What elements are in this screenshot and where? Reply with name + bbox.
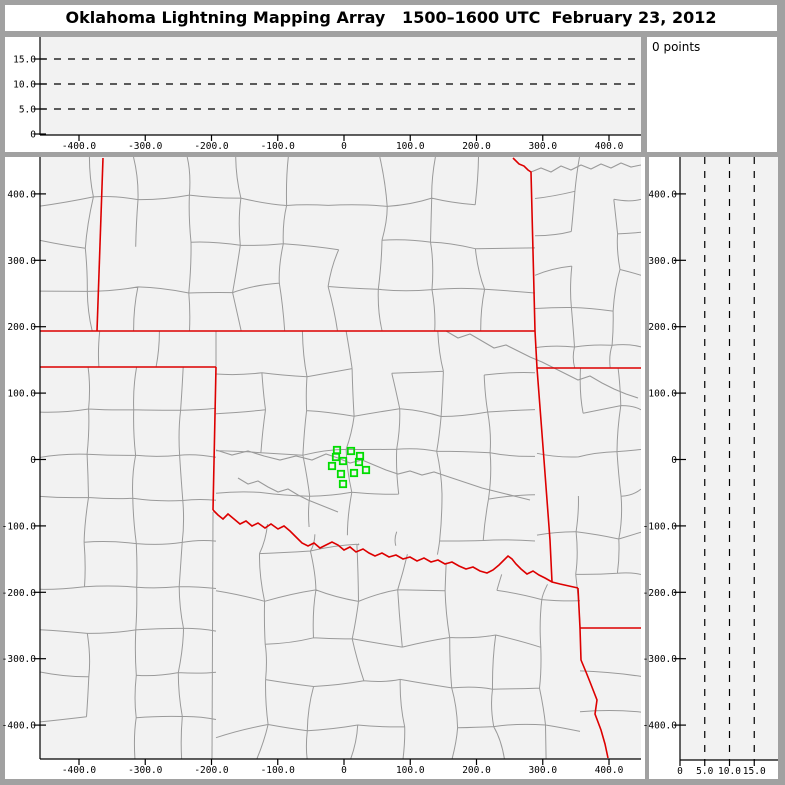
- axis-tick-label: 300.0: [648, 256, 677, 267]
- axis-tick-label: 15.0: [743, 766, 766, 777]
- axis-tick-label: 400.0: [648, 189, 677, 200]
- axis-tick-label: 100.0: [396, 141, 425, 152]
- river-line: [237, 477, 339, 513]
- axis-tick-label: 0: [671, 455, 677, 466]
- axis-tick-label: 300.0: [528, 765, 557, 776]
- axis-tick-label: -100.0: [261, 765, 296, 776]
- axis-tick-label: 10.0: [13, 80, 36, 91]
- lma-station-marker: [336, 469, 346, 479]
- county-borders: [40, 157, 641, 759]
- axis-tick-label: 400.0: [595, 765, 624, 776]
- axis-tick-label: 5.0: [696, 766, 713, 777]
- state-border: [212, 509, 579, 589]
- title-bar-panel: [5, 5, 777, 31]
- state-border: [577, 587, 609, 759]
- lma-station-marker: [361, 465, 371, 475]
- axis-tick-label: 5.0: [19, 105, 36, 116]
- axis-tick-label: -200.0: [194, 141, 229, 152]
- axis-tick-label: 15.0: [13, 55, 36, 66]
- alt-ew-plot: 15.0 10.0 5.0 0 -400.0 -300.0 -200.0 -100.0 0 100…: [13, 37, 641, 152]
- axis-tick-label: -100.0: [2, 521, 37, 532]
- points-count-panel: [647, 37, 777, 152]
- axis-tick-label: -400.0: [643, 721, 678, 732]
- axis-tick-label: -200.0: [643, 588, 678, 599]
- axis-tick-label: 0: [677, 766, 683, 777]
- axis-tick-label: -100.0: [643, 521, 678, 532]
- axis-tick-label: 300.0: [7, 256, 36, 267]
- state-border: [512, 157, 553, 583]
- axis-tick-label: 10.0: [718, 766, 741, 777]
- axis-tick-label: 200.0: [462, 765, 491, 776]
- axis-tick-label: 0: [30, 455, 36, 466]
- lma-station-marker: [349, 468, 359, 478]
- axis-tick-label: 100.0: [648, 389, 677, 400]
- axis-tick-label: 200.0: [7, 322, 36, 333]
- alt-ns-plot: 400.0 300.0 200.0 100.0 0 -100.0 -200.0 -300.0 -…: [643, 157, 778, 777]
- altitude-vs-ew-plot-area[interactable]: [40, 37, 641, 135]
- axis-tick-label: -400.0: [2, 721, 37, 732]
- axis-tick-label: 200.0: [462, 141, 491, 152]
- axis-tick-label: -400.0: [62, 765, 97, 776]
- axis-tick-label: 0: [341, 765, 347, 776]
- altitude-vs-ns-plot-area[interactable]: [680, 157, 778, 760]
- county-border-line: [211, 511, 214, 759]
- lma-station-marker: [354, 457, 364, 467]
- axis-tick-label: 0: [341, 141, 347, 152]
- axis-tick-label: -300.0: [128, 141, 163, 152]
- river-line: [445, 330, 639, 399]
- window-title: Oklahoma Lightning Mapping Array 1500–16…: [65, 8, 717, 27]
- river-line: [530, 162, 641, 173]
- axis-tick-label: -300.0: [2, 654, 37, 665]
- axis-tick-label: -100.0: [261, 141, 296, 152]
- axis-tick-label: -300.0: [643, 654, 678, 665]
- plan-view-axes: 400.0 300.0 200.0 100.0 0 -100.0 -200.0 -300.0 -…: [2, 157, 641, 776]
- axis-tick-label: -300.0: [128, 765, 163, 776]
- lma-station-marker: [338, 479, 348, 489]
- axis-tick-label: -200.0: [2, 588, 37, 599]
- lma-station-marker: [346, 446, 356, 456]
- axis-tick-label: 400.0: [7, 189, 36, 200]
- plan-view-map-plot-area[interactable]: [40, 157, 641, 759]
- axis-tick-label: 0: [30, 130, 36, 141]
- axis-tick-label: 400.0: [595, 141, 624, 152]
- river-line: [215, 449, 531, 501]
- state-border: [96, 157, 104, 332]
- axis-tick-label: 100.0: [396, 765, 425, 776]
- points-count-label: 0 points: [652, 40, 701, 54]
- alt-ew-plot-bg: [40, 37, 641, 135]
- lma-station-marker: [327, 461, 337, 471]
- axis-tick-label: -400.0: [62, 141, 97, 152]
- state-border: [212, 366, 217, 511]
- axis-tick-label: 200.0: [648, 322, 677, 333]
- plan-view-map: [40, 157, 641, 759]
- axis-tick-label: 100.0: [7, 389, 36, 400]
- lma-station-marker: [338, 456, 348, 466]
- axis-tick-label: -200.0: [194, 765, 229, 776]
- axis-tick-label: 300.0: [528, 141, 557, 152]
